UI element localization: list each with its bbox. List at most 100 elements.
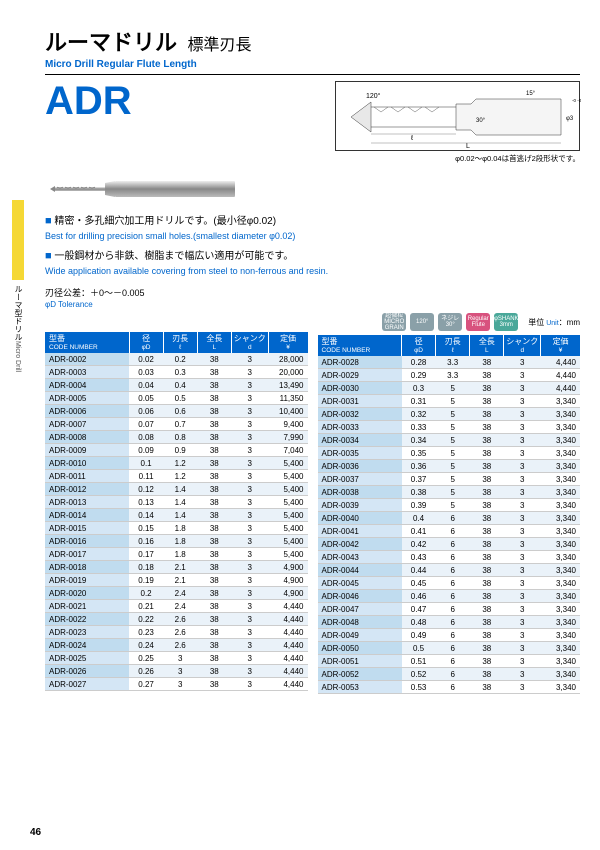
cell: 0.5 bbox=[163, 392, 197, 405]
cell: 0.28 bbox=[402, 356, 436, 369]
cell: 0.03 bbox=[129, 366, 163, 379]
title-en: Micro Drill Regular Flute Length bbox=[45, 59, 580, 70]
cell: 0.45 bbox=[402, 577, 436, 590]
cell: 3,340 bbox=[541, 421, 580, 434]
cell: 3 bbox=[504, 486, 541, 499]
cell: 3 bbox=[504, 421, 541, 434]
cell: 3,340 bbox=[541, 642, 580, 655]
cell: 11,350 bbox=[268, 392, 307, 405]
cell: 38 bbox=[470, 486, 504, 499]
cell: 3,340 bbox=[541, 629, 580, 642]
cell: ADR-0006 bbox=[45, 405, 129, 418]
col-header-5: 定価¥ bbox=[541, 335, 580, 356]
cell: ADR-0011 bbox=[45, 470, 129, 483]
cell: 5,400 bbox=[268, 496, 307, 509]
cell: 6 bbox=[436, 668, 470, 681]
cell: 0.08 bbox=[129, 431, 163, 444]
cell: 6 bbox=[436, 629, 470, 642]
cell: 38 bbox=[470, 525, 504, 538]
cell: 0.35 bbox=[402, 447, 436, 460]
bullet-en-0: Best for drilling precision small holes.… bbox=[45, 231, 580, 241]
cell: 3,340 bbox=[541, 512, 580, 525]
cell: 38 bbox=[470, 460, 504, 473]
cell: 38 bbox=[470, 681, 504, 694]
table-row: ADR-00430.4363833,340 bbox=[318, 551, 581, 564]
col-header-0: 型番CODE NUMBER bbox=[45, 332, 129, 353]
cell: 38 bbox=[197, 366, 231, 379]
cell: 2.1 bbox=[163, 561, 197, 574]
cell: 38 bbox=[470, 395, 504, 408]
cell: 3 bbox=[231, 405, 268, 418]
page-number: 46 bbox=[30, 827, 41, 838]
col-header-2: 刃長ℓ bbox=[163, 332, 197, 353]
table-row: ADR-00290.293.33834,440 bbox=[318, 369, 581, 382]
cell: ADR-0031 bbox=[318, 395, 402, 408]
cell: 0.3 bbox=[402, 382, 436, 395]
col-header-1: 径φD bbox=[402, 335, 436, 356]
col-header-3: 全長L bbox=[197, 332, 231, 353]
cell: ADR-0025 bbox=[45, 652, 129, 665]
cell: 3 bbox=[504, 564, 541, 577]
title-jp-main: ルーマドリル bbox=[45, 30, 177, 55]
cell: 6 bbox=[436, 525, 470, 538]
cell: 3 bbox=[231, 522, 268, 535]
cell: 3 bbox=[231, 444, 268, 457]
table-row: ADR-00140.141.43835,400 bbox=[45, 509, 308, 522]
cell: 5 bbox=[436, 447, 470, 460]
cell: 3,340 bbox=[541, 408, 580, 421]
cell: ADR-0007 bbox=[45, 418, 129, 431]
cell: 0.48 bbox=[402, 616, 436, 629]
cell: 0.1 bbox=[129, 457, 163, 470]
cell: 38 bbox=[470, 564, 504, 577]
cell: 3 bbox=[504, 356, 541, 369]
cell: 0.53 bbox=[402, 681, 436, 694]
cell: 4,900 bbox=[268, 561, 307, 574]
unit-label: 単位 Unit：mm bbox=[528, 317, 580, 328]
cell: 38 bbox=[197, 379, 231, 392]
cell: 38 bbox=[470, 369, 504, 382]
cell: 3,340 bbox=[541, 460, 580, 473]
cell: 3 bbox=[504, 499, 541, 512]
table-row: ADR-00190.192.13834,900 bbox=[45, 574, 308, 587]
table-row: ADR-00130.131.43835,400 bbox=[45, 496, 308, 509]
cell: ADR-0032 bbox=[318, 408, 402, 421]
cell: 3 bbox=[504, 408, 541, 421]
cell: 3 bbox=[504, 681, 541, 694]
cell: 38 bbox=[197, 535, 231, 548]
cell: 0.38 bbox=[402, 486, 436, 499]
cell: ADR-0027 bbox=[45, 678, 129, 691]
cell: 38 bbox=[197, 600, 231, 613]
table-row: ADR-00520.5263833,340 bbox=[318, 668, 581, 681]
cell: 4,440 bbox=[541, 382, 580, 395]
cell: 3 bbox=[504, 447, 541, 460]
cell: 38 bbox=[470, 473, 504, 486]
table-row: ADR-00220.222.63834,440 bbox=[45, 613, 308, 626]
cell: ADR-0005 bbox=[45, 392, 129, 405]
table-row: ADR-00210.212.43834,440 bbox=[45, 600, 308, 613]
cell: 0.39 bbox=[402, 499, 436, 512]
cell: 3 bbox=[504, 538, 541, 551]
table-row: ADR-00360.3653833,340 bbox=[318, 460, 581, 473]
cell: 38 bbox=[197, 626, 231, 639]
cell: 3,340 bbox=[541, 538, 580, 551]
cell: 0.07 bbox=[129, 418, 163, 431]
cell: 0.47 bbox=[402, 603, 436, 616]
cell: 3 bbox=[504, 655, 541, 668]
title-jp-sub: 標準刃長 bbox=[188, 37, 252, 54]
cell: ADR-0018 bbox=[45, 561, 129, 574]
cell: 38 bbox=[197, 431, 231, 444]
table-row: ADR-00280.283.33834,440 bbox=[318, 356, 581, 369]
cell: 38 bbox=[470, 603, 504, 616]
side-text-jp: ルーマ型ドリル bbox=[13, 285, 24, 341]
bullet-jp-1: ■ 一般鋼材から非鉄、樹脂まで幅広い適用が可能です。 bbox=[45, 247, 580, 262]
cell: 3,340 bbox=[541, 668, 580, 681]
cell: 3,340 bbox=[541, 681, 580, 694]
cell: 3,340 bbox=[541, 473, 580, 486]
cell: 3 bbox=[504, 525, 541, 538]
cell: 3 bbox=[504, 473, 541, 486]
cell: 38 bbox=[197, 457, 231, 470]
tolerance-en: φD Tolerance bbox=[45, 300, 93, 309]
cell: 20,000 bbox=[268, 366, 307, 379]
cell: 3 bbox=[504, 642, 541, 655]
cell: 1.8 bbox=[163, 522, 197, 535]
